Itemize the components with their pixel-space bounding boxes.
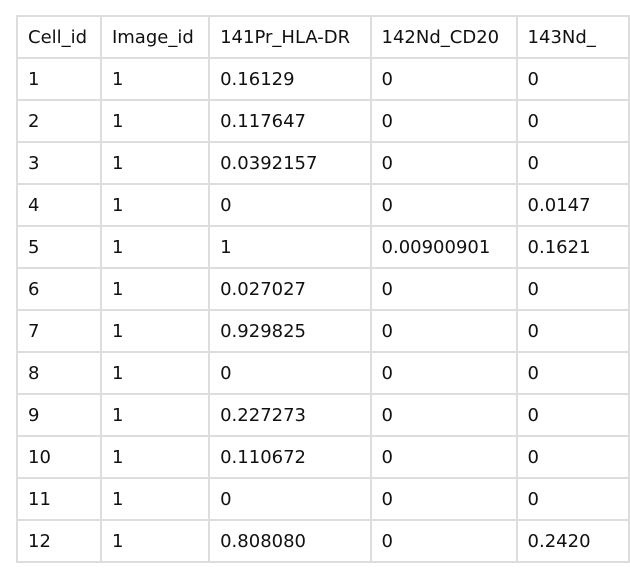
table-cell: 0.2420 [515,519,630,563]
table-cell: 7 [16,309,102,353]
table-cell: 6 [16,267,102,311]
table-cell: 0 [515,435,630,479]
table-row: 6 1 0.027027 0 0 [16,267,630,311]
table-row: 1 1 0.16129 0 0 [16,57,630,101]
table-cell: 0 [369,477,518,521]
table-cell: 0 [369,519,518,563]
table-row: 2 1 0.117647 0 0 [16,99,630,143]
table-cell: 0 [369,183,518,227]
table-header: Cell_id Image_id 141Pr_HLA-DR 142Nd_CD20… [16,15,630,59]
table-cell: 0 [515,141,630,185]
table-cell: 2 [16,99,102,143]
table-cell: 0 [369,393,518,437]
table-cell: 12 [16,519,102,563]
table-cell: 9 [16,393,102,437]
table-row: 7 1 0.929825 0 0 [16,309,630,353]
table-cell: 0 [369,309,518,353]
header-row: Cell_id Image_id 141Pr_HLA-DR 142Nd_CD20… [16,15,630,59]
table-cell: 1 [99,519,211,563]
table-cell: 0.227273 [208,393,372,437]
table-row: 11 1 0 0 0 [16,477,630,521]
table-cell: 0.0147 [515,183,630,227]
table-cell: 0.1621 [515,225,630,269]
table-cell: 0.16129 [208,57,372,101]
table-cell: 5 [16,225,102,269]
table-cell: 0 [369,99,518,143]
table-cell: 0 [515,267,630,311]
table-cell: 0 [369,267,518,311]
table-cell: 0 [208,477,372,521]
table-cell: 1 [99,57,211,101]
table-row: 3 1 0.0392157 0 0 [16,141,630,185]
table-cell: 4 [16,183,102,227]
table-container: Cell_id Image_id 141Pr_HLA-DR 142Nd_CD20… [16,15,630,563]
table-row: 4 1 0 0 0.0147 [16,183,630,227]
table-cell: 0.110672 [208,435,372,479]
table-cell: 0.117647 [208,99,372,143]
table-cell: 0 [515,57,630,101]
table-cell: 1 [99,183,211,227]
table-row: 8 1 0 0 0 [16,351,630,395]
table-cell: 0 [515,351,630,395]
data-table: Cell_id Image_id 141Pr_HLA-DR 142Nd_CD20… [16,15,630,563]
column-header-image-id[interactable]: Image_id [99,15,211,59]
column-header-142nd-cd20[interactable]: 142Nd_CD20 [369,15,518,59]
table-cell: 0.027027 [208,267,372,311]
table-cell: 0.00900901 [369,225,518,269]
table-cell: 0 [369,351,518,395]
table-cell: 0 [515,477,630,521]
table-cell: 1 [99,141,211,185]
table-cell: 1 [99,225,211,269]
table-cell: 8 [16,351,102,395]
table-cell: 0 [208,351,372,395]
table-cell: 0 [208,183,372,227]
table-cell: 0 [515,393,630,437]
table-row: 5 1 1 0.00900901 0.1621 [16,225,630,269]
column-header-143nd[interactable]: 143Nd_ [515,15,630,59]
table-cell: 10 [16,435,102,479]
table-row: 9 1 0.227273 0 0 [16,393,630,437]
table-cell: 0 [369,57,518,101]
table-cell: 11 [16,477,102,521]
table-cell: 0.929825 [208,309,372,353]
table-cell: 1 [16,57,102,101]
column-header-141pr-hla-dr[interactable]: 141Pr_HLA-DR [208,15,372,59]
table-cell: 0 [515,99,630,143]
table-cell: 0 [515,309,630,353]
table-cell: 1 [99,435,211,479]
table-cell: 0 [369,141,518,185]
column-header-cell-id[interactable]: Cell_id [16,15,102,59]
table-body: 1 1 0.16129 0 0 2 1 0.117647 0 0 3 1 0.0… [16,57,630,563]
table-cell: 0.0392157 [208,141,372,185]
table-cell: 1 [99,99,211,143]
table-cell: 1 [99,477,211,521]
table-cell: 3 [16,141,102,185]
table-cell: 1 [99,309,211,353]
table-cell: 0.808080 [208,519,372,563]
table-cell: 0 [369,435,518,479]
table-cell: 1 [208,225,372,269]
table-row: 12 1 0.808080 0 0.2420 [16,519,630,563]
table-cell: 1 [99,351,211,395]
table-cell: 1 [99,393,211,437]
table-row: 10 1 0.110672 0 0 [16,435,630,479]
table-cell: 1 [99,267,211,311]
